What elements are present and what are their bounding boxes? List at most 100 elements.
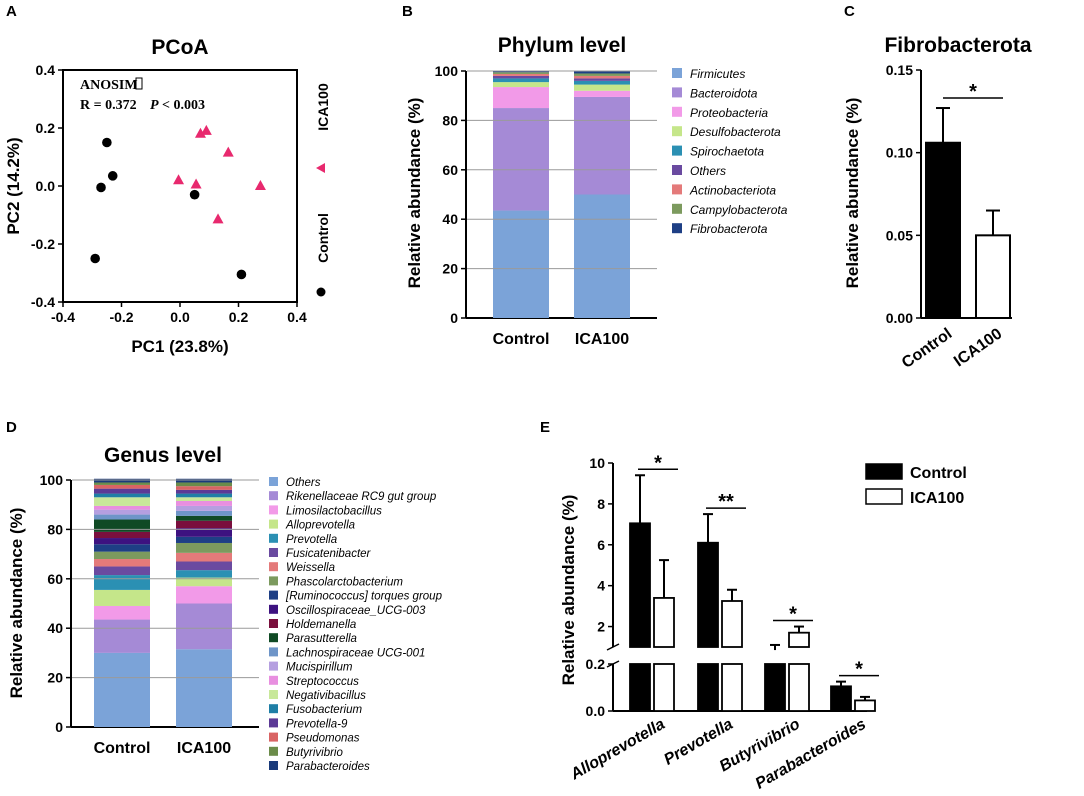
genus-segment-holdemanella	[94, 531, 150, 539]
genus-segment-limosilactobacillus	[94, 605, 150, 620]
genus-segment-oscillospiraceae-ucg-003	[176, 528, 232, 537]
genus-legend-label: Prevotella-9	[286, 718, 348, 730]
genera-legend-control-label: Control	[910, 465, 967, 482]
genera-y-tick-label: 10	[589, 455, 605, 471]
genera-category-label: Parabacteroides	[753, 716, 869, 793]
pcoa-legend-ica100-marker	[316, 163, 325, 173]
pcoa-point-ica100	[200, 124, 212, 135]
genus-segment-parasutterella	[176, 515, 232, 521]
genera-bar-ica100-upper	[788, 631, 810, 648]
genera-significance-star: *	[855, 659, 863, 681]
genus-segment-mucispirillum	[94, 509, 150, 515]
genus-legend-label: Negativibacillus	[286, 690, 366, 702]
fibro-significance-star: *	[969, 81, 977, 103]
phylum-segment-spirochaetota	[493, 78, 549, 83]
genera-bar-ica100-upper	[721, 600, 743, 648]
panel-letter-d: D	[6, 419, 17, 436]
genus-segment-alloprevotella	[94, 589, 150, 606]
genus-segment-others	[176, 649, 232, 727]
genus-legend-swatch	[269, 619, 278, 628]
genus-segment-ruminococcus-torques-group	[176, 536, 232, 543]
fibro-y-label: Relative abundance (%)	[843, 98, 862, 289]
phylum-segment-others	[493, 75, 549, 79]
genus-segment-ruminococcus-torques-group	[94, 544, 150, 552]
phylum-segment-others	[574, 78, 630, 81]
genera-y-tick-label: 6	[597, 537, 605, 553]
genus-legend-label: Lachnospiraceae UCG-001	[286, 647, 425, 659]
anosim-r-value: R = 0.372	[80, 98, 137, 113]
genus-legend-label: Fusicatenibacter	[286, 548, 372, 560]
genus-segment-lachnospiraceae-ucg-001	[94, 514, 150, 520]
panel-b: B Phylum level Relative abundance (%) 0 2…	[402, 3, 788, 348]
genus-legend-label: Phascolarctobacterium	[286, 576, 403, 588]
phylum-legend-label: Bacteroidota	[690, 86, 758, 100]
genus-segment-parabacteroides	[94, 478, 150, 483]
genus-legend-label: Rikenellaceae RC9 gut group	[286, 491, 437, 503]
pcoa-point-ica100	[190, 178, 202, 189]
phylum-y-tick-label: 80	[442, 112, 458, 128]
anosim-glyph-box	[135, 77, 143, 90]
panel-letter-b: B	[402, 3, 413, 20]
phylum-legend-label: Campylobacterota	[690, 203, 788, 217]
phylum-segment-proteobacteria	[574, 90, 630, 97]
fibro-y-tick-label: 0.00	[886, 310, 913, 326]
pcoa-y-tick-label: 0.0	[36, 178, 56, 194]
genus-legend-swatch	[269, 718, 278, 728]
phylum-segment-fibrobacterota	[574, 71, 630, 74]
pcoa-legend-ica100-label: ICA100	[315, 83, 331, 131]
genus-legend-label: Weissella	[286, 562, 335, 574]
genus-segment-rikenellaceae-rc9-gut-group	[176, 603, 232, 650]
genus-legend-label: Limosilactobacillus	[286, 505, 382, 517]
genus-segment-butyrivibrio	[176, 482, 232, 487]
pcoa-point-ica100	[173, 174, 185, 185]
pcoa-x-label: PC1 (23.8%)	[131, 337, 228, 356]
pcoa-y-tick-label: 0.2	[36, 120, 56, 136]
pcoa-y-tick-label: -0.2	[31, 236, 55, 252]
genus-segment-streptococcus	[176, 500, 232, 506]
genus-segment-parasutterella	[94, 519, 150, 532]
genera-y-tick-label: 8	[597, 496, 605, 512]
genus-legend-swatch	[269, 675, 278, 685]
genus-plot: 0 20 40 60 80 100 Control ICA100	[40, 472, 259, 757]
phylum-y-tick-label: 40	[442, 211, 458, 227]
phylum-y-label: Relative abundance (%)	[405, 98, 424, 289]
genera-bar-ica100	[854, 699, 876, 712]
fibro-category-label: Control	[899, 325, 955, 372]
pcoa-point-control	[189, 189, 200, 200]
genera-bar-ica100-lower	[788, 663, 810, 712]
genus-segment-weissella	[176, 552, 232, 562]
genus-legend-swatch	[269, 477, 278, 486]
phylum-legend-label: Spirochaetota	[690, 145, 764, 159]
genera-axis-break-mark	[606, 643, 620, 651]
genera-bar-control-upper	[629, 522, 651, 648]
phylum-segment-actinobacteriota	[574, 75, 630, 79]
phylum-y-tick-label: 20	[442, 261, 458, 277]
pcoa-y-label: PC2 (14.2%)	[4, 137, 23, 234]
phylum-segment-campylobacterota	[493, 72, 549, 74]
genus-legend-swatch	[269, 576, 278, 586]
genera-legend-control-swatch	[865, 463, 903, 480]
phylum-legend-label: Others	[690, 164, 726, 178]
pcoa-x-tick-label: 0.0	[170, 309, 190, 325]
genus-segment-phascolarctobacterium	[176, 542, 232, 553]
genera-bar-control	[830, 685, 852, 712]
genus-segment-oscillospiraceae-ucg-003	[94, 538, 150, 545]
genus-legend-swatch	[269, 590, 278, 600]
genera-y-tick-label: 0.2	[586, 656, 606, 672]
fibro-y-tick-label: 0.05	[886, 227, 913, 243]
genus-category-label: Control	[94, 740, 151, 757]
genus-legend-swatch	[269, 604, 278, 614]
panel-a: A PCoA -0.4 -0.2 0.0 0.2 0.4 -0.4 -0.2 0.0 0.2 0.…	[4, 3, 331, 356]
genera-y-tick-label: 2	[597, 619, 605, 635]
phylum-legend-label: Proteobacteria	[690, 106, 768, 120]
genus-segment-prevotella-9	[94, 488, 150, 494]
genus-segment-fusobacterium	[94, 493, 150, 498]
genus-legend-label: Parabacteroides	[286, 761, 370, 773]
phylum-y-tick-label: 100	[435, 63, 459, 79]
genus-segment-others	[94, 652, 150, 727]
phylum-segment-desulfobacterota	[574, 84, 630, 91]
panel-d: D Genus level Relative abundance (%) 0 20…	[6, 419, 443, 773]
pcoa-x-tick-label: -0.4	[51, 309, 75, 325]
genus-segment-streptococcus	[94, 505, 150, 510]
pcoa-x-tick-label: 0.2	[229, 309, 249, 325]
